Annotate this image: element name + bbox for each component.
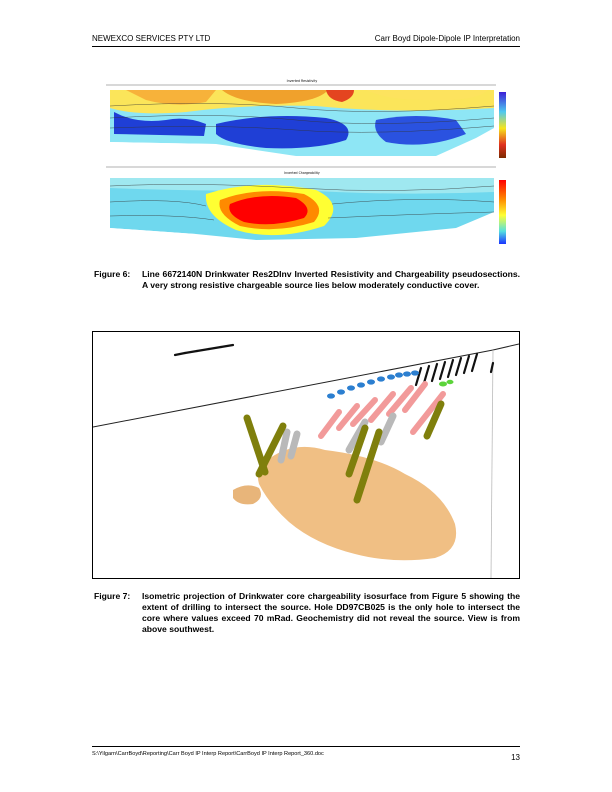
green-drillholes <box>439 379 454 387</box>
chargeability-title: Inverted Chargeability <box>284 171 320 175</box>
file-path: S:\Yilgarn\CarrBoyd\Reporting\Carr Boyd … <box>92 751 324 757</box>
chargeability-section <box>109 178 495 256</box>
caption-text: Isometric projection of Drinkwater core … <box>142 591 520 634</box>
page-number: 13 <box>511 753 520 762</box>
caption-number: Figure 6: <box>94 269 131 279</box>
top-station-labels <box>106 84 496 86</box>
caption-number: Figure 7: <box>94 591 131 601</box>
pseudosection-graphic: Inverted Resistivity Inverted Char <box>106 79 506 256</box>
chargeability-color-scale <box>499 180 506 244</box>
caption-text: Line 6672140N Drinkwater Res2DInv Invert… <box>142 269 520 290</box>
chargeability-isosurface <box>233 446 457 561</box>
blue-drillholes <box>327 370 419 399</box>
footer-rule <box>92 746 520 747</box>
bottom-station-labels <box>106 166 496 168</box>
figure-6-image: Inverted Resistivity Inverted Char <box>96 78 520 256</box>
resistivity-section <box>109 90 495 156</box>
distant-drillholes <box>173 343 495 387</box>
pink-drillholes <box>318 381 446 439</box>
resistivity-title: Inverted Resistivity <box>287 79 318 83</box>
company-name: NEWEXCO SERVICES PTY LTD <box>92 34 211 43</box>
resistivity-color-scale <box>499 92 506 158</box>
isometric-projection-graphic <box>92 343 520 579</box>
figure-7-caption: Figure 7: Isometric projection of Drinkw… <box>94 591 520 651</box>
figure-7-image <box>92 331 520 579</box>
page-header: NEWEXCO SERVICES PTY LTD Carr Boyd Dipol… <box>92 34 520 48</box>
header-rule <box>92 46 520 47</box>
figure-6-caption: Figure 6: Line 6672140N Drinkwater Res2D… <box>94 269 520 309</box>
document-title: Carr Boyd Dipole-Dipole IP Interpretatio… <box>374 34 520 43</box>
olive-drillholes <box>243 400 445 504</box>
